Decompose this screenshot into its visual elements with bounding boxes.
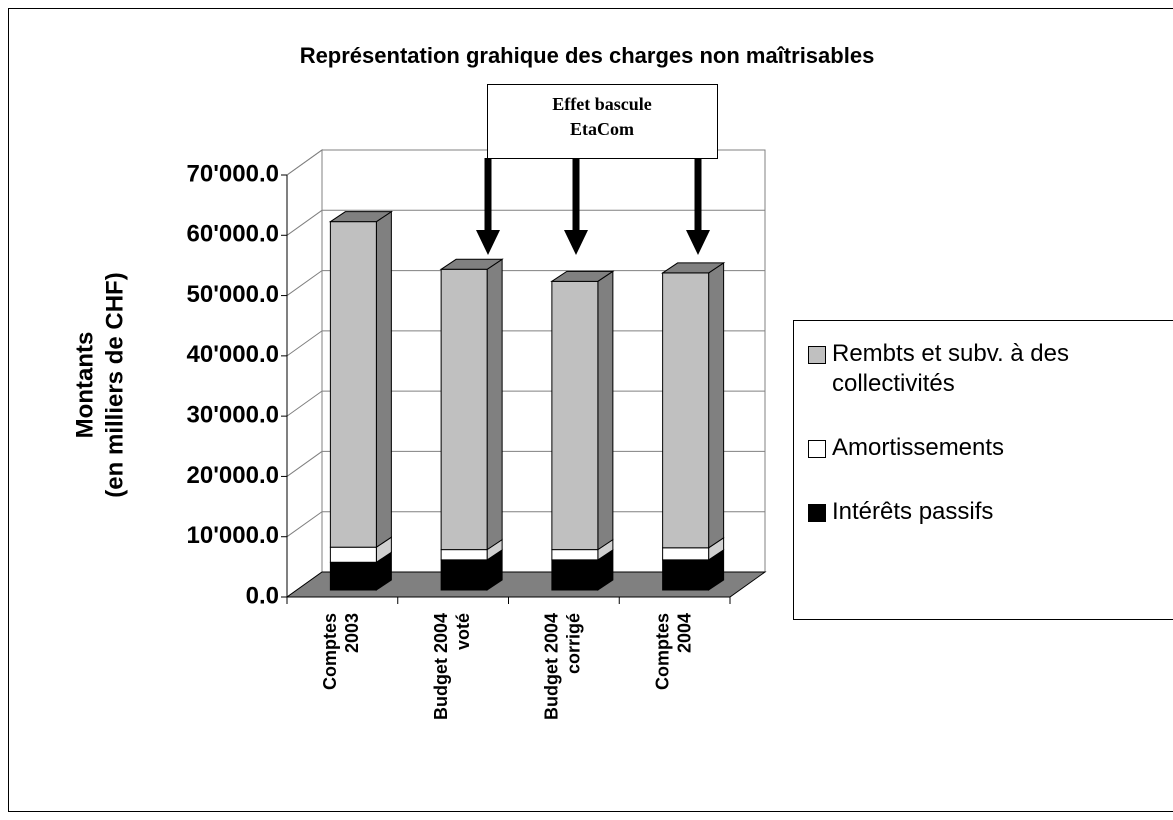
bar-side [486, 258, 503, 551]
bar [440, 268, 488, 551]
plot: 0.0 10'000.0 20'000.0 30'000.0 40'000.0 50'00… [187, 149, 767, 720]
bar-side [375, 210, 392, 549]
annotation-line: Effet bascule [552, 94, 651, 114]
bar [551, 559, 599, 591]
bar [551, 549, 599, 561]
bar [551, 280, 599, 551]
bar [662, 547, 710, 561]
grid-line [286, 390, 765, 417]
y-label-line: Montants [71, 332, 98, 439]
y-label: Montants (en milliers de CHF) [71, 272, 128, 497]
bar [329, 221, 377, 548]
x-tick-label: voté [453, 613, 473, 650]
bar-top [439, 258, 504, 270]
grid-line [286, 209, 765, 236]
y-tick-label: 40'000.0 [187, 341, 279, 368]
arrow-heads [476, 230, 710, 255]
x-tick-label: Comptes [652, 613, 672, 690]
bar-top [328, 211, 394, 223]
legend-label: Rembts et subv. à des collectivités [832, 340, 1069, 397]
bar-side [708, 261, 725, 549]
chart-title: Représentation grahique des charges non … [300, 43, 875, 68]
y-tick-label: 50'000.0 [187, 281, 279, 308]
legend-entry: Intérêts passifs [808, 497, 1173, 527]
bar-side [597, 270, 614, 551]
bar [329, 546, 377, 563]
y-tick-label: 20'000.0 [187, 462, 279, 489]
side-wall [286, 149, 323, 598]
arrows [484, 158, 702, 232]
bar [440, 549, 488, 561]
grid-line [286, 511, 765, 538]
legend-entry: Amortissements [808, 433, 1173, 463]
legend-swatch [808, 440, 826, 458]
x-tick-label: Comptes [320, 613, 340, 690]
x-tick-label: 2003 [342, 613, 362, 653]
bar [440, 559, 488, 591]
chart-frame [8, 8, 1173, 812]
legend-label: Amortissements [832, 434, 1005, 461]
grid-line [286, 330, 765, 357]
x-tick-label: Budget 2004 [431, 613, 451, 720]
y-label-line: (en milliers de CHF) [101, 272, 128, 497]
annotation-box [487, 84, 718, 159]
legend-swatch [808, 346, 826, 364]
grid-line [286, 450, 765, 477]
legend-swatch [808, 504, 826, 522]
x-tick-label: corrigé [564, 613, 584, 674]
y-tick-label: 0.0 [246, 582, 279, 609]
grid-line [286, 270, 765, 296]
y-tick-label: 10'000.0 [187, 522, 279, 549]
y-tick-label: 30'000.0 [187, 401, 279, 428]
x-tick-label: 2004 [674, 613, 694, 653]
annotation: Effet bascule EtaCom [476, 84, 718, 255]
x-tick-label: Budget 2004 [542, 613, 562, 720]
annotation-line: EtaCom [570, 119, 634, 139]
bar-top [550, 270, 615, 282]
y-tick-label: 70'000.0 [187, 160, 279, 187]
legend-entry: Rembts et subv. à des collectivités [808, 339, 1173, 399]
legend-label: Intérêts passifs [832, 498, 994, 525]
bar [662, 272, 710, 549]
y-tick-label: 60'000.0 [187, 221, 279, 248]
bar [662, 559, 710, 591]
legend: Rembts et subv. à des collectivités Amort… [793, 320, 1173, 620]
bar-top [660, 262, 726, 274]
bar [329, 561, 377, 591]
